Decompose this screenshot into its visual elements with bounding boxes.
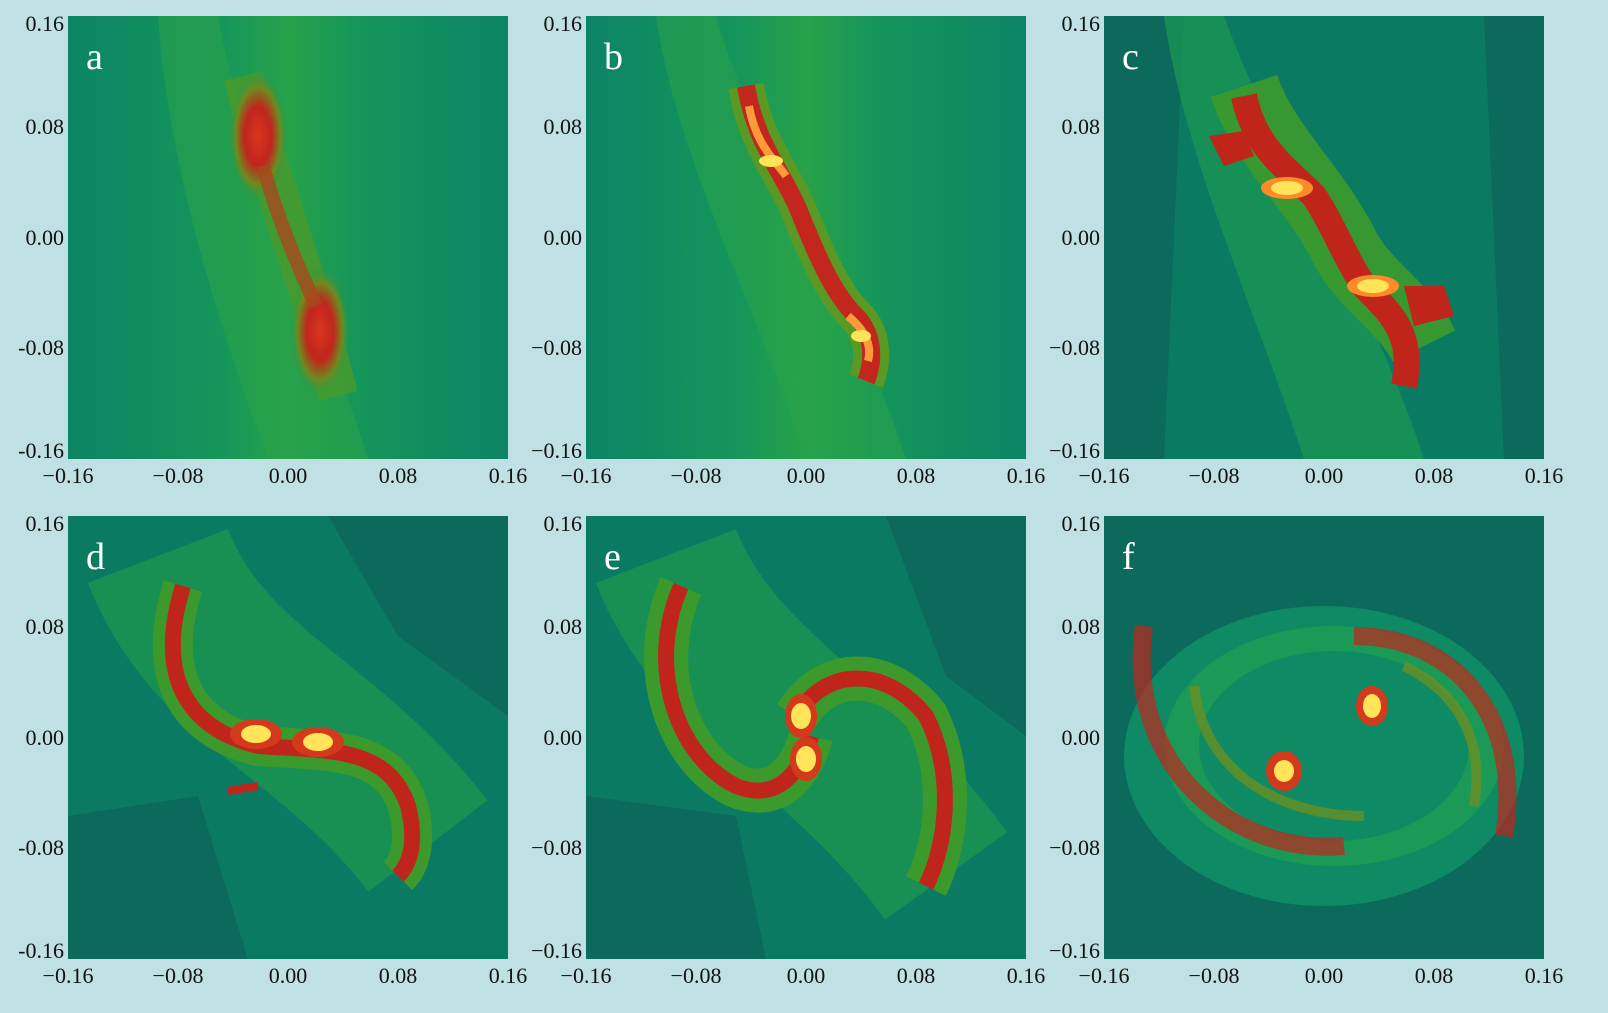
x-tick-label: −0.08 [670,463,722,488]
x-tick-label: 0.16 [1006,963,1046,988]
x-tick-label: −0.08 [152,463,204,488]
y-tick-label: 0.08 [543,113,583,139]
y-tick-label: 0.08 [25,113,65,139]
x-tick-label: −0.08 [670,963,722,988]
x-tick-label: −0.16 [1078,463,1130,488]
panel-c-plot: c [1104,16,1544,459]
x-tick-label: 0.16 [1524,963,1564,988]
density-map-f [1104,516,1544,959]
y-tick-label: 0.00 [543,224,583,250]
y-tick-label: 0.16 [1061,511,1101,536]
x-tick-label: 0.00 [1304,463,1344,488]
x-tick-label: −0.08 [1188,463,1240,488]
density-map-e [586,516,1026,959]
x-tick-label: 0.08 [378,963,418,988]
y-tick-label: -0.16 [18,938,64,963]
y-tick-label: −0.16 [1049,438,1100,463]
y-tick-label: −0.16 [531,938,582,963]
y-tick-label: 0.00 [1061,724,1101,750]
x-tick-label: 0.08 [1414,463,1454,488]
x-tick-label: 0.08 [896,963,936,988]
y-tick-label: 0.16 [543,11,583,36]
panel-b: b [518,0,1054,500]
x-tick-label: 0.16 [1006,463,1046,488]
panel-d-plot: d [68,516,508,959]
x-tick-label: −0.16 [42,463,94,488]
y-tick-label: -0.08 [18,835,64,861]
density-map-a [68,16,508,459]
panel-a-plot: a [68,16,508,459]
y-tick-label: 0.16 [25,511,65,536]
x-tick-label: −0.16 [560,463,612,488]
y-tick-label: 0.00 [543,724,583,750]
y-tick-label: 0.08 [1061,613,1101,639]
panel-b-plot: b [586,16,1026,459]
density-map-d [68,516,508,959]
y-tick-label: 0.00 [25,724,65,750]
y-tick-label: 0.08 [543,613,583,639]
density-map-b [586,16,1026,459]
panel-d: d [0,500,536,1013]
panel-f: f [1036,500,1608,1013]
y-tick-label: 0.16 [25,11,65,36]
panel-a: a [0,0,536,500]
x-tick-label: −0.16 [560,963,612,988]
y-tick-label: 0.16 [543,511,583,536]
x-tick-label: 0.00 [1304,963,1344,988]
y-tick-label: −0.08 [531,335,582,361]
y-tick-label: -0.08 [18,335,64,361]
y-tick-label: −0.16 [1049,938,1100,963]
y-tick-label: −0.08 [1049,335,1100,361]
y-tick-label: −0.08 [531,835,582,861]
y-tick-label: −0.16 [531,438,582,463]
density-map-c [1104,16,1544,459]
y-tick-label: 0.08 [1061,113,1101,139]
x-tick-label: 0.00 [786,463,826,488]
x-tick-label: 0.16 [1524,463,1564,488]
y-tick-label: 0.16 [1061,11,1101,36]
x-tick-label: 0.00 [786,963,826,988]
x-tick-label: −0.08 [1188,963,1240,988]
y-tick-label: 0.00 [25,224,65,250]
panel-letter: e [604,536,621,578]
panel-e: e [518,500,1054,1013]
y-tick-label: 0.08 [25,613,65,639]
panel-letter: f [1122,536,1135,578]
y-tick-label: -0.16 [18,438,64,463]
panel-letter: a [86,36,103,78]
panel-f-plot: f [1104,516,1544,959]
x-tick-label: 0.08 [896,463,936,488]
panel-e-plot: e [586,516,1026,959]
y-tick-label: 0.00 [1061,224,1101,250]
x-tick-label: 0.00 [268,463,308,488]
x-tick-label: 0.08 [1414,963,1454,988]
panel-letter: c [1122,36,1139,78]
x-tick-label: −0.16 [42,963,94,988]
panel-c: c [1036,0,1608,500]
x-tick-label: 0.16 [488,963,528,988]
x-tick-label: 0.08 [378,463,418,488]
panel-letter: d [86,536,105,578]
y-tick-label: −0.08 [1049,835,1100,861]
x-tick-label: 0.16 [488,463,528,488]
x-tick-label: −0.16 [1078,963,1130,988]
x-tick-label: 0.00 [268,963,308,988]
panel-letter: b [604,36,623,78]
x-tick-label: −0.08 [152,963,204,988]
